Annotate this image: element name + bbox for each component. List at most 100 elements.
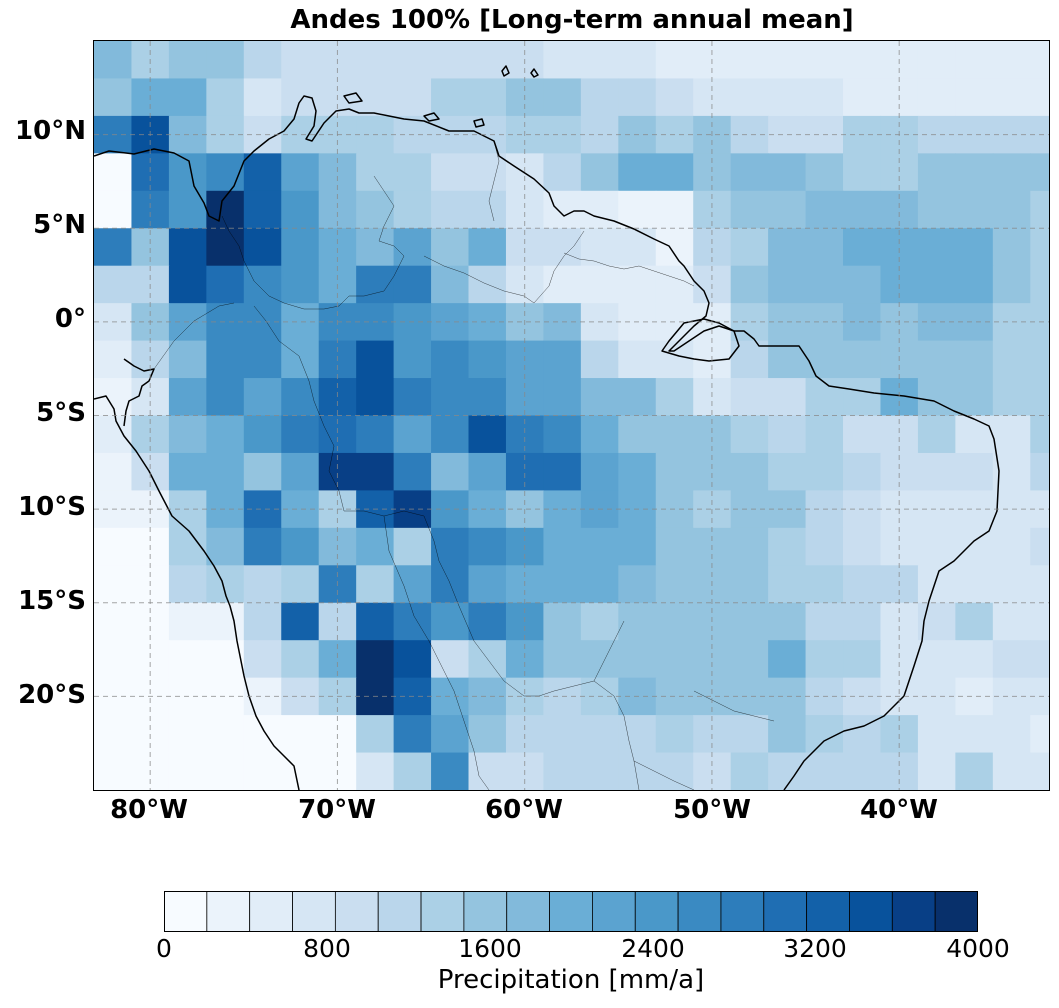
heatmap-cell — [955, 715, 994, 754]
heatmap-cell — [543, 752, 582, 790]
heatmap-cell — [281, 228, 320, 267]
heatmap-cell — [168, 153, 207, 192]
heatmap-cell — [1030, 340, 1049, 379]
heatmap-cell — [94, 340, 133, 379]
heatmap-cell — [992, 752, 1031, 790]
heatmap-cell — [730, 452, 769, 491]
heatmap-cell — [281, 640, 320, 679]
heatmap-cell — [168, 378, 207, 417]
heatmap-cell — [768, 752, 807, 790]
colorbar-swatch — [720, 891, 765, 932]
colorbar-outline — [164, 891, 978, 932]
heatmap-cell — [955, 602, 994, 641]
heatmap-cell — [281, 78, 320, 117]
heatmap-cell — [468, 228, 507, 267]
lat-label-0: 0° — [54, 304, 86, 334]
heatmap-cell — [281, 452, 320, 491]
heatmap-cell — [1030, 565, 1049, 604]
heatmap-cell — [992, 565, 1031, 604]
heatmap-cell — [580, 602, 619, 641]
heatmap-cell — [618, 640, 657, 679]
heatmap-cell — [431, 527, 470, 566]
heatmap-cell — [580, 752, 619, 790]
heatmap-cell — [917, 340, 956, 379]
heatmap-cell — [917, 78, 956, 117]
heatmap-cell — [168, 752, 207, 790]
heatmap-cell — [805, 340, 844, 379]
lon-label-60w: 60°W — [485, 795, 563, 825]
heatmap-cell — [1030, 41, 1049, 80]
heatmap-cell — [992, 527, 1031, 566]
heatmap-cell — [580, 378, 619, 417]
heatmap-cell — [917, 228, 956, 267]
heatmap-cell — [580, 565, 619, 604]
heatmap-cell — [655, 452, 694, 491]
heatmap-cell — [94, 153, 133, 192]
heatmap-cell — [1030, 78, 1049, 117]
heatmap-cell — [992, 78, 1031, 117]
heatmap-cell — [168, 452, 207, 491]
heatmap-cell — [168, 565, 207, 604]
heatmap-cell — [243, 602, 282, 641]
heatmap-cell — [168, 228, 207, 267]
heatmap-cell — [580, 153, 619, 192]
heatmap-cell — [431, 452, 470, 491]
heatmap-cell — [431, 378, 470, 417]
colorbar-swatch — [420, 891, 465, 932]
heatmap-cell — [94, 752, 133, 790]
heatmap-cell — [206, 602, 245, 641]
heatmap-cell — [543, 228, 582, 267]
heatmap-cell — [992, 602, 1031, 641]
lon-label-80w: 80°W — [110, 795, 188, 825]
heatmap-cell — [1030, 715, 1049, 754]
heatmap-cell — [730, 415, 769, 454]
heatmap-cell — [992, 153, 1031, 192]
heatmap-cell — [243, 153, 282, 192]
colorbar-swatch — [249, 891, 293, 932]
heatmap-cell — [618, 78, 657, 117]
heatmap-cell — [618, 190, 657, 229]
heatmap-cell — [356, 452, 395, 491]
heatmap-cell — [618, 452, 657, 491]
map-panel[interactable] — [93, 40, 1050, 791]
heatmap-cell — [356, 752, 395, 790]
heatmap-cell — [431, 228, 470, 267]
heatmap-cell — [843, 527, 882, 566]
colorbar-swatch — [849, 891, 893, 932]
heatmap-cell — [618, 340, 657, 379]
heatmap-cell — [393, 640, 432, 679]
heatmap-cell — [94, 415, 133, 454]
heatmap-cell — [431, 415, 470, 454]
heatmap-cell — [768, 565, 807, 604]
heatmap-cell — [168, 340, 207, 379]
heatmap-cell — [843, 415, 882, 454]
heatmap-cell — [206, 228, 245, 267]
heatmap-cell — [206, 715, 245, 754]
heatmap-cell — [917, 415, 956, 454]
heatmap-cell — [543, 153, 582, 192]
colorbar-swatch — [334, 891, 379, 932]
heatmap-cell — [730, 640, 769, 679]
precipitation-map[interactable] — [94, 41, 1049, 790]
heatmap-cell — [843, 378, 882, 417]
heatmap-cell — [992, 41, 1031, 80]
heatmap-cell — [730, 228, 769, 267]
heatmap-cell — [618, 602, 657, 641]
lat-label-5n: 5°N — [33, 210, 86, 240]
heatmap-cell — [843, 228, 882, 267]
heatmap-cell — [94, 527, 133, 566]
heatmap-cell — [243, 752, 282, 790]
heatmap-cell — [393, 41, 432, 80]
heatmap-cell — [206, 78, 245, 117]
heatmap-cell — [1030, 265, 1049, 304]
heatmap-cell — [917, 265, 956, 304]
heatmap-cell — [281, 378, 320, 417]
heatmap-cell — [393, 415, 432, 454]
lon-label-70w: 70°W — [298, 795, 376, 825]
page-title: Andes 100% [Long-term annual mean] — [290, 5, 854, 35]
heatmap-cell — [393, 452, 432, 491]
heatmap-cell — [955, 228, 994, 267]
lon-label-40w: 40°W — [860, 795, 938, 825]
heatmap-cell — [468, 415, 507, 454]
colorbar-tick-1600: 1600 — [458, 934, 522, 963]
